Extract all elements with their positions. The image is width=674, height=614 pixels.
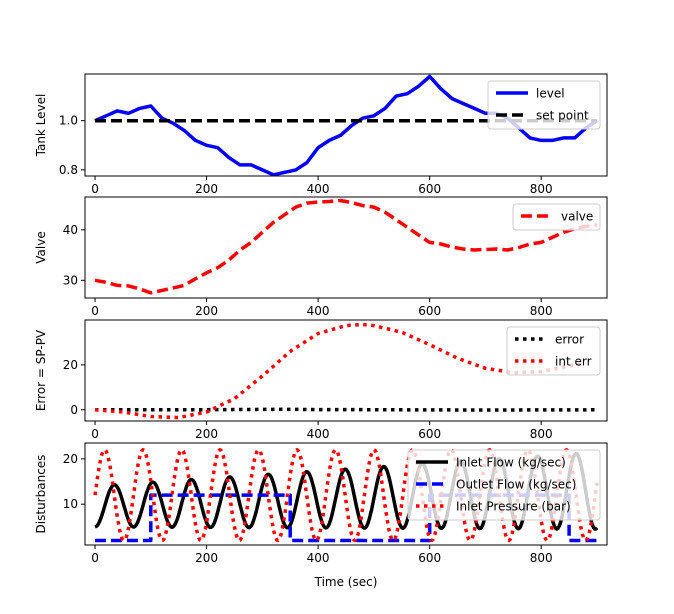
y-tick-label: 0: [70, 403, 78, 417]
legend-box: [506, 326, 601, 376]
axes-frame: [84, 319, 608, 422]
x-axis: 0 200 400 600 800: [91, 545, 553, 565]
y-tick-label: 30: [63, 273, 78, 287]
axes-frame: [84, 442, 608, 546]
legend-label: Outlet Flow (kg/sec): [456, 478, 576, 492]
legend: valve: [512, 203, 601, 231]
x-tick-label: 200: [195, 551, 218, 565]
y-tick-label: 20: [63, 452, 78, 466]
x-tick-label: 600: [418, 551, 441, 565]
x-tick-label: 400: [307, 304, 330, 318]
subplot-4: 0 200 400 600 800 10 20 Disturbances Time (sec) I…: [34, 442, 608, 589]
x-tick-label: 0: [91, 427, 99, 441]
x-tick-label: 800: [530, 182, 553, 196]
x-tick-label: 600: [418, 304, 441, 318]
y-tick-label: 40: [63, 223, 78, 237]
legend-label: valve: [561, 210, 593, 224]
legend: error int err: [506, 326, 601, 376]
series-line-valve: [94, 198, 598, 295]
axes-frame: [84, 196, 608, 299]
legend-label: Inlet Flow (kg/sec): [456, 456, 566, 470]
legend-box: [512, 203, 601, 231]
y-axis: 0 20: [63, 358, 85, 417]
y-axis-label: Tank Level: [34, 94, 48, 158]
subplot-1: 0 200 400 600 800 0.8 1.0 Tank Level level set po…: [34, 73, 608, 196]
legend-label: error: [555, 333, 584, 347]
y-axis: 10 20: [63, 452, 85, 511]
x-tick-label: 200: [195, 427, 218, 441]
legend-label: Inlet Pressure (bar): [456, 500, 571, 514]
x-tick-label: 600: [418, 427, 441, 441]
subplot-2: 0 200 400 600 800 30 40 Valve valve: [34, 196, 608, 318]
y-axis: 0.8 1.0: [59, 114, 85, 177]
y-tick-label: 1.0: [59, 114, 78, 128]
x-axis-label: Time (sec): [314, 575, 378, 589]
x-tick-label: 200: [195, 304, 218, 318]
x-tick-label: 400: [307, 551, 330, 565]
x-axis: 0 200 400 600 800: [91, 421, 553, 441]
x-tick-label: 600: [418, 182, 441, 196]
x-tick-label: 800: [530, 551, 553, 565]
series-line-inlet-pressure-bar-: [93, 448, 599, 543]
legend-box: [407, 449, 601, 521]
legend: Inlet Flow (kg/sec) Outlet Flow (kg/sec) I…: [407, 449, 601, 521]
y-axis-label: Valve: [34, 231, 48, 263]
x-tick-label: 0: [91, 182, 99, 196]
x-axis: 0 200 400 600 800: [91, 176, 553, 196]
legend-label: int err: [555, 355, 592, 369]
y-tick-label: 0.8: [59, 163, 78, 177]
y-axis-label: Disturbances: [34, 455, 48, 534]
subplot-3: 0 200 400 600 800 0 20 Error = SP-PV error int er…: [34, 319, 608, 441]
axes-frame: [84, 73, 608, 177]
x-tick-label: 0: [91, 304, 99, 318]
legend-label: set point: [536, 109, 589, 123]
series-line-error: [95, 407, 598, 412]
x-tick-label: 800: [530, 427, 553, 441]
legend-label: level: [536, 87, 565, 101]
x-tick-label: 400: [307, 427, 330, 441]
y-axis-label: Error = SP-PV: [34, 329, 48, 411]
x-tick-label: 0: [91, 551, 99, 565]
x-tick-label: 800: [530, 304, 553, 318]
x-axis: 0 200 400 600 800: [91, 298, 553, 318]
legend: level set point: [487, 80, 601, 130]
x-tick-label: 400: [307, 182, 330, 196]
y-axis: 30 40: [63, 223, 85, 287]
y-tick-label: 20: [63, 358, 78, 372]
x-tick-label: 200: [195, 182, 218, 196]
y-tick-label: 10: [63, 497, 78, 511]
